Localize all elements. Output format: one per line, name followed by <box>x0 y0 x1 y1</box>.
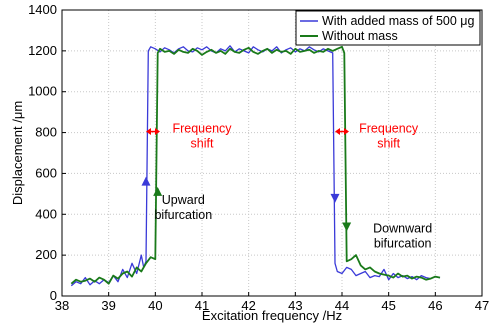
frequency-shift-arrow-left-head-right <box>155 128 160 136</box>
y-tick-label: 800 <box>35 125 57 140</box>
x-tick-label: 46 <box>428 298 442 313</box>
x-tick-label: 44 <box>335 298 349 313</box>
upward-arrow-without-mass <box>153 186 163 196</box>
x-tick-label: 45 <box>381 298 395 313</box>
series-line-1 <box>70 45 441 285</box>
annotation-line: Frequency <box>359 122 419 136</box>
x-axis-label: Excitation frequency /Hz <box>202 308 342 323</box>
y-tick-label: 200 <box>35 247 57 262</box>
y-tick-label: 0 <box>50 288 57 303</box>
x-tick-label: 40 <box>148 298 162 313</box>
downward-arrow-without-mass <box>342 222 352 232</box>
legend-label-with-mass: With added mass of 500 μg <box>322 14 474 28</box>
annotation-line: bifurcation <box>374 237 432 251</box>
y-tick-label: 1000 <box>28 84 57 99</box>
plot-frame <box>61 9 483 297</box>
annotation-0: Frequency shift <box>172 122 232 151</box>
x-tick-label: 47 <box>475 298 489 313</box>
x-tick-label: 42 <box>241 298 255 313</box>
series-layer <box>70 45 441 287</box>
annotation-line: Frequency <box>172 122 232 136</box>
x-tick-label: 43 <box>288 298 302 313</box>
legend-label-without-mass: Without mass <box>322 29 398 43</box>
x-tick-label: 41 <box>195 298 209 313</box>
y-tick-label: 400 <box>35 206 57 221</box>
bifurcation-arrows <box>141 128 352 232</box>
annotation-line: shift <box>191 137 214 151</box>
annotation-1: Frequency shift <box>359 122 419 151</box>
frequency-shift-arrow-right-head-left <box>335 128 340 136</box>
legend-box <box>295 10 481 46</box>
annotation-line: Upward <box>162 193 205 207</box>
y-axis-label: Displacement /μm <box>10 101 25 205</box>
annotation-line: bifurcation <box>154 208 212 222</box>
legend: With added mass of 500 μg Without mass <box>295 10 481 46</box>
annotation-3: Downward bifurcation <box>373 222 432 251</box>
downward-arrow-with-mass <box>330 193 340 203</box>
x-tick-label: 39 <box>101 298 115 313</box>
y-tick-label: 1200 <box>28 43 57 58</box>
annotation-2: Upward bifurcation <box>154 193 212 222</box>
y-tick-label: 1400 <box>28 2 57 17</box>
x-tick-label: 38 <box>55 298 69 313</box>
annotation-line: shift <box>377 137 400 151</box>
y-tick-label: 600 <box>35 165 57 180</box>
annotation-line: Downward <box>373 222 432 236</box>
upward-arrow-with-mass <box>141 176 151 186</box>
frequency-shift-arrow-left-head-left <box>146 128 151 136</box>
ticks: 38 39 40 41 42 43 44 45 46 47 0 200 400 600 800 1000 120… <box>28 2 489 313</box>
frequency-shift-arrow-right-head-right <box>344 128 349 136</box>
